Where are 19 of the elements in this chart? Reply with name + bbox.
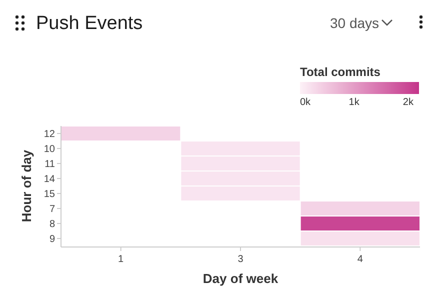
color-bar-label: 0k [300, 97, 312, 108]
y-tick-label: 10 [44, 144, 56, 155]
y-axis-title: Hour of day [19, 149, 34, 222]
y-tick-label: 15 [44, 189, 56, 200]
x-tick-label: 3 [238, 254, 244, 265]
x-tick-label: 1 [118, 254, 124, 265]
legend-title: Total commits [300, 65, 381, 79]
x-tick-label: 4 [357, 254, 364, 265]
x-axis-title: Day of week [202, 271, 279, 286]
color-bar-label: 2k [402, 97, 414, 108]
y-tick-label: 7 [49, 204, 56, 215]
y-tick-label: 8 [49, 219, 56, 230]
y-tick-label: 9 [49, 234, 56, 245]
chart-title: Push Events [36, 13, 143, 34]
text: 30 days [330, 15, 380, 31]
y-tick-label: 12 [44, 129, 56, 140]
y-tick-label: 11 [44, 159, 56, 170]
y-tick-label: 14 [44, 174, 56, 185]
color-bar-label: 1k [348, 97, 360, 108]
